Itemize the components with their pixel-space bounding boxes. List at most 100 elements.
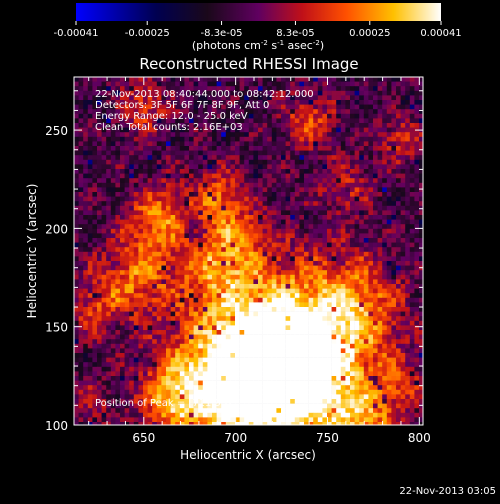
heatmap-cell [396,279,401,284]
heatmap-cell [286,270,291,275]
heatmap-cell [88,201,93,206]
heatmap-cell [322,141,327,146]
heatmap-cell [129,279,134,284]
heatmap-cell [318,247,323,252]
heatmap-cell [355,275,360,280]
heatmap-cell [148,261,153,266]
heatmap-cell [184,178,189,183]
heatmap-cell [332,358,337,363]
heatmap-cell [401,164,406,169]
heatmap-cell [258,243,263,248]
heatmap-cell [263,114,268,119]
heatmap-cell [125,201,130,206]
heatmap-cell [106,362,111,367]
heatmap-cell [295,183,300,188]
heatmap-cell [276,123,281,128]
heatmap-cell [115,293,120,298]
heatmap-cell [161,330,166,335]
heatmap-cell [258,114,263,119]
heatmap-cell [102,146,107,151]
heatmap-cell [267,233,272,238]
heatmap-cell [341,151,346,156]
heatmap-cell [171,151,176,156]
heatmap-cell [336,238,341,243]
heatmap-cell [198,155,203,160]
heatmap-cell [378,302,383,307]
heatmap-cell [88,137,93,142]
heatmap-cell [217,215,222,220]
heatmap-cell [318,316,323,321]
heatmap-cell [253,238,258,243]
heatmap-cell [207,187,212,192]
heatmap-cell [373,238,378,243]
heatmap-cell [414,321,419,326]
heatmap-cell [378,100,383,105]
heatmap-cell [341,100,346,105]
heatmap-cell [203,215,208,220]
heatmap-cell [212,141,217,146]
heatmap-cell [286,105,291,110]
heatmap-cell [350,367,355,372]
heatmap-cell [336,312,341,317]
heatmap-cell [364,95,369,100]
heatmap-cell [327,95,332,100]
heatmap-cell [203,187,208,192]
heatmap-cell [304,77,309,82]
heatmap-cell [290,247,295,252]
heatmap-cell [148,362,153,367]
heatmap-cell [198,348,203,353]
heatmap-cell [309,348,314,353]
heatmap-cell [295,220,300,225]
heatmap-cell [341,91,346,96]
heatmap-cell [244,353,249,358]
heatmap-cell [134,183,139,188]
heatmap-cell [143,192,148,197]
heatmap-cell [313,192,318,197]
heatmap-cell [102,330,107,335]
heatmap-cell [382,224,387,229]
heatmap-cell [217,137,222,142]
heatmap-cell [391,339,396,344]
heatmap-cell [79,178,84,183]
heatmap-cell [327,261,332,266]
heatmap-cell [74,376,79,381]
heatmap-cell [79,289,84,294]
heatmap-cell [322,164,327,169]
heatmap-cell [115,261,120,266]
heatmap-cell [106,348,111,353]
heatmap-cell [134,321,139,326]
heatmap-cell [368,160,373,165]
heatmap-cell [336,256,341,261]
heatmap-cell [249,293,254,298]
heatmap-cell [378,362,383,367]
heatmap-cell [304,275,309,280]
heatmap-cell [217,82,222,87]
heatmap-cell [240,210,245,215]
heatmap-cell [74,151,79,156]
heatmap-cell [203,316,208,321]
heatmap-cell [391,105,396,110]
heatmap-cell [115,82,120,87]
heatmap-cell [318,312,323,317]
heatmap-cell [148,164,153,169]
heatmap-cell [129,155,134,160]
heatmap-cell [79,77,84,82]
heatmap-cell [410,141,415,146]
heatmap-cell [230,353,235,358]
heatmap-cell [350,284,355,289]
heatmap-cell [217,256,222,261]
heatmap-cell [134,312,139,317]
heatmap-cell [281,164,286,169]
heatmap-cell [295,197,300,202]
heatmap-cell [290,210,295,215]
heatmap-cell [295,325,300,330]
heatmap-cell [276,197,281,202]
heatmap-cell [207,82,212,87]
heatmap-cell [166,261,171,266]
heatmap-cell [88,344,93,349]
heatmap-cell [138,160,143,165]
heatmap-cell [235,201,240,206]
heatmap-cell [341,224,346,229]
heatmap-cell [295,316,300,321]
heatmap-cell [368,229,373,234]
